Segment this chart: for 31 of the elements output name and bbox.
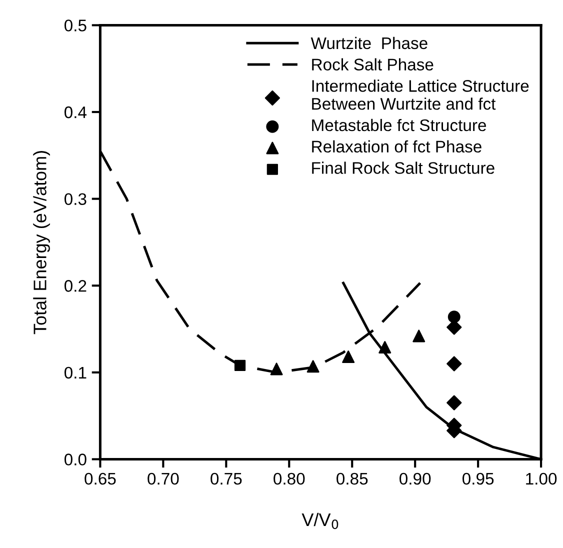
point [270,362,283,376]
legend-label: Wurtzite Phase [310,36,428,50]
y-tick-label: 0.3 [64,193,86,206]
x-tick-label: 0.70 [148,472,179,485]
point [446,395,462,410]
y-tick-label: 0.5 [64,20,86,32]
point [342,350,355,364]
x-axis-title: V/V$_{0}$ [302,512,338,530]
point [234,360,246,372]
y-tick-label: 0.2 [64,280,86,292]
y-tick-label: 0.1 [64,366,86,379]
point [448,310,460,324]
point [412,330,426,342]
point [306,360,320,373]
legend-label: Rock Salt Phase [312,58,434,70]
x-tick-label: 0.95 [462,472,494,485]
legend-label: Intermediate Lattice Structure Between Wurtzite and fct [312,80,529,110]
x-tick-label: 0.75 [210,472,242,485]
x-tick-label: 0.65 [84,472,116,485]
x-tick-label: 0.80 [274,472,305,485]
x-tick-label: 0.90 [400,472,431,485]
point [378,340,392,354]
x-tick-label: 1.00 [526,472,557,485]
legend-label: Metastable fct Structure [312,118,486,132]
y-tick-label: 0.4 [64,106,87,118]
legend-label: Final Rock Salt Structure [312,162,494,174]
point [446,356,462,372]
y-axis-title: Total Energy (eV/atom) [33,151,50,334]
legend-label: Relaxation of fct Phase [312,140,482,153]
x-tick-label: 0.85 [336,472,368,485]
y-tick-label: 0.0 [64,454,86,466]
